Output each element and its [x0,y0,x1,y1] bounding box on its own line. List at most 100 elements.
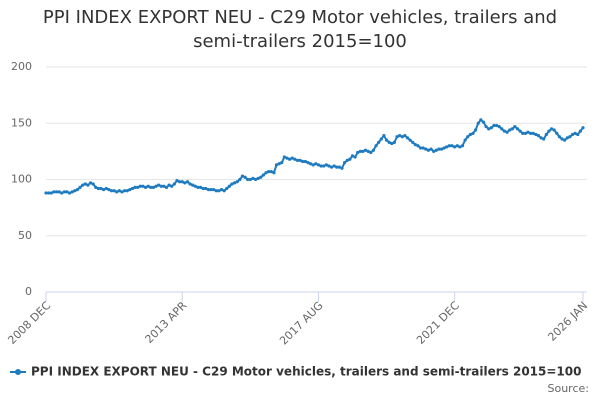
data-point [578,129,582,133]
data-point [536,134,541,138]
data-point [285,156,289,160]
data-point [128,188,132,192]
data-point [510,127,514,131]
data-point [290,156,294,160]
data-point [198,185,203,189]
data-point [466,135,470,139]
data-point [345,158,349,162]
y-tick-label: 200 [11,60,32,73]
data-point [308,162,313,166]
data-point [248,177,252,182]
data-point [542,137,546,141]
data-point [246,177,250,182]
data-point [214,189,218,193]
data-point [437,147,441,151]
data-point [502,129,507,133]
data-point [117,189,121,193]
data-point [219,188,224,192]
data-point [374,144,378,148]
data-point [107,188,111,192]
data-point [358,149,362,153]
data-point [206,188,211,192]
data-point [335,165,339,169]
data-point [67,191,72,195]
data-point [392,140,396,144]
data-point [185,180,190,184]
data-point [112,189,116,193]
data-point [172,182,176,186]
x-tick-label: 2021 DEC [414,299,462,347]
data-point [149,185,153,189]
data-point [363,148,368,152]
data-point [413,143,417,147]
data-point [201,186,205,191]
data-point [382,134,386,138]
data-point [395,135,399,139]
data-point [91,182,95,186]
data-point [455,144,459,148]
data-point [306,161,310,165]
data-point [94,185,98,189]
data-point [88,181,93,185]
data-point [227,184,231,188]
data-point [377,140,381,144]
data-point [57,190,61,194]
data-point [162,184,166,188]
data-point [288,157,292,161]
data-point [337,165,341,169]
data-point [555,131,559,135]
data-point [405,136,410,140]
data-point [188,182,192,186]
x-tick-label: 2013 APR [143,299,190,346]
data-point [481,120,486,124]
data-line [46,118,584,195]
data-point [539,136,543,140]
data-point [463,138,467,142]
data-point [476,121,480,125]
x-tick-label: 2008 DEC [5,299,53,347]
data-point [369,150,373,155]
data-point [549,127,554,131]
data-point [484,125,488,129]
data-point [426,148,431,152]
data-point [143,185,148,189]
data-point [267,170,271,174]
data-point [570,132,575,137]
data-point [500,127,504,131]
data-point [54,190,59,194]
data-point [212,188,216,192]
data-point [303,159,307,164]
data-point [78,185,82,189]
data-point [44,191,48,195]
data-point [523,131,527,135]
data-point [230,182,234,186]
data-point [322,164,326,168]
data-point [411,140,415,144]
y-tick-label: 0 [25,285,32,298]
data-point [102,188,106,192]
data-point [327,164,331,168]
data-point [138,184,142,188]
data-point [460,144,465,148]
data-point [193,184,197,188]
data-point [109,189,114,193]
y-tick-label: 100 [11,173,32,186]
data-point [314,162,318,166]
data-point [209,188,213,192]
data-point [130,186,135,191]
source: Source: [548,382,590,395]
chart-title: PPI INDEX EXPORT NEU - C29 Motor vehicle… [42,7,558,52]
legend-label: PPI INDEX EXPORT NEU - C29 Motor vehicle… [31,365,581,379]
data-point [552,128,556,132]
data-point [450,144,454,148]
data-point [120,190,124,194]
data-point [183,181,187,185]
data-point [429,147,433,151]
data-point [319,164,323,168]
data-point [240,174,245,178]
data-point [521,131,525,135]
data-point [47,191,51,195]
data-point [243,175,247,179]
data-point [350,154,355,158]
